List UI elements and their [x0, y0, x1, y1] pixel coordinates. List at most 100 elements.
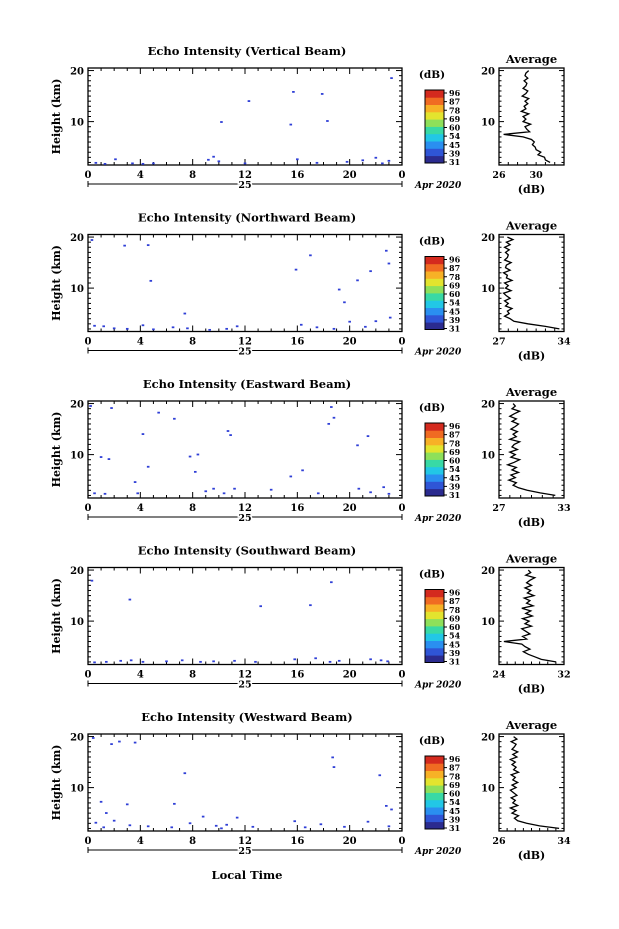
echo-point	[146, 244, 150, 247]
colorbar-segment	[425, 756, 444, 764]
colorbar-tick-label: 54	[449, 464, 461, 474]
x-tick-label: 8	[189, 337, 196, 348]
echo-point	[146, 825, 150, 828]
echo-point	[303, 826, 307, 829]
echo-point	[330, 406, 333, 408]
colorbar-segment	[425, 647, 444, 656]
panel-2: Echo Intensity (Northward Beam) 0 4 8 12 16 20…	[50, 211, 571, 363]
colorbar-segment	[425, 256, 444, 265]
echo-point	[379, 659, 383, 662]
echo-point	[99, 456, 103, 458]
average-title: Average	[505, 552, 557, 566]
colorbar-tick-label: 54	[449, 631, 461, 641]
echo-point	[387, 159, 391, 162]
echo-point	[136, 492, 140, 495]
colorbar-frame	[424, 755, 445, 830]
colorbar-tick-label: 45	[449, 639, 460, 649]
echo-point	[348, 320, 351, 323]
colorbar-frame	[424, 89, 445, 164]
colorbar-segment	[425, 481, 444, 490]
colorbar-tick-label: 69	[449, 613, 461, 623]
x-tick-label: 0	[399, 170, 406, 181]
average-y-tick-label: 10	[481, 284, 495, 295]
echo-point	[112, 819, 116, 822]
colorbar-tick-label: 96	[449, 421, 461, 431]
echo-point	[128, 824, 132, 827]
colorbar-tick-label: 60	[449, 456, 461, 466]
echo-point	[196, 453, 200, 456]
y-tick-label: 20	[70, 67, 84, 78]
average-frame	[498, 233, 565, 333]
date-label: Apr 2020	[414, 348, 462, 358]
y-axis-label: Height (km)	[50, 245, 63, 321]
echo-point	[299, 323, 303, 326]
average-title: Average	[505, 52, 557, 66]
average-line	[503, 569, 557, 663]
y-tick-label: 10	[70, 118, 84, 129]
colorbar-segment	[425, 141, 444, 149]
echo-point	[128, 598, 132, 601]
echo-point	[316, 492, 320, 495]
average-x-tick-label: 33	[557, 503, 570, 514]
echo-point	[207, 158, 210, 161]
colorbar-tick-label: 31	[449, 490, 460, 500]
colorbar-segment	[425, 459, 444, 468]
panel-3: Echo Intensity (Eastward Beam) 0 4 8 12 16 20 0…	[50, 377, 571, 529]
y-tick-label: 10	[70, 284, 84, 295]
panel-1: Echo Intensity (Vertical Beam) 0 4 8 12 16 20 0…	[50, 44, 565, 196]
echo-point	[315, 161, 319, 164]
x-tick-label: 20	[343, 670, 357, 681]
x-tick-label: 0	[85, 670, 92, 681]
y-tick-label: 20	[70, 566, 84, 577]
echo-point	[225, 823, 228, 826]
panel-title: Echo Intensity (Westward Beam)	[141, 710, 352, 724]
echo-point	[390, 808, 393, 811]
average-frame	[498, 67, 565, 166]
average-title: Average	[505, 219, 557, 233]
average-x-tick-label: 27	[492, 337, 505, 348]
echo-point	[171, 326, 175, 329]
echo-point	[110, 743, 113, 746]
average-x-tick-label: 26	[492, 170, 506, 181]
average-y-tick-label: 10	[481, 451, 495, 462]
colorbar-segment	[425, 814, 444, 823]
average-x-label: (dB)	[518, 183, 545, 196]
colorbar-segment	[425, 119, 444, 127]
colorbar-unit: (dB)	[419, 569, 445, 581]
colorbar-segment	[425, 263, 444, 272]
x-tick-label: 0	[85, 170, 92, 181]
echo-point	[217, 160, 221, 163]
average-x-tick-label: 32	[557, 670, 570, 681]
echo-point	[212, 155, 215, 158]
colorbar-tick-label: 87	[449, 596, 460, 606]
echo-point	[226, 430, 230, 432]
echo-point	[188, 822, 192, 825]
colorbar-tick-label: 60	[449, 789, 461, 799]
x-tick-label: 12	[238, 337, 252, 348]
colorbar-segment	[425, 111, 444, 120]
echo-point	[369, 658, 372, 661]
x-tick-label: 0	[399, 836, 406, 847]
echo-point	[235, 816, 239, 819]
echo-point	[332, 416, 336, 419]
colorbar-frame	[424, 256, 445, 330]
colorbar-segment	[425, 300, 444, 308]
echo-point	[141, 660, 145, 663]
echo-point	[357, 487, 361, 490]
echo-point	[289, 123, 293, 126]
echo-point	[105, 812, 108, 814]
colorbar-tick-label: 45	[449, 140, 460, 150]
panel-title: Echo Intensity (Southward Beam)	[138, 544, 356, 558]
colorbar-tick-label: 45	[449, 306, 460, 316]
x-tick-label: 0	[85, 337, 92, 348]
colorbar-tick-label: 96	[449, 255, 461, 265]
echo-point	[364, 325, 367, 328]
echo-point	[251, 825, 255, 828]
y-tick-label: 20	[70, 233, 84, 244]
echo-point	[94, 161, 98, 164]
colorbar-tick-label: 54	[449, 797, 461, 807]
echo-point	[220, 827, 223, 830]
echo-point	[123, 244, 126, 247]
colorbar-segment	[425, 626, 444, 634]
echo-point	[225, 327, 228, 330]
